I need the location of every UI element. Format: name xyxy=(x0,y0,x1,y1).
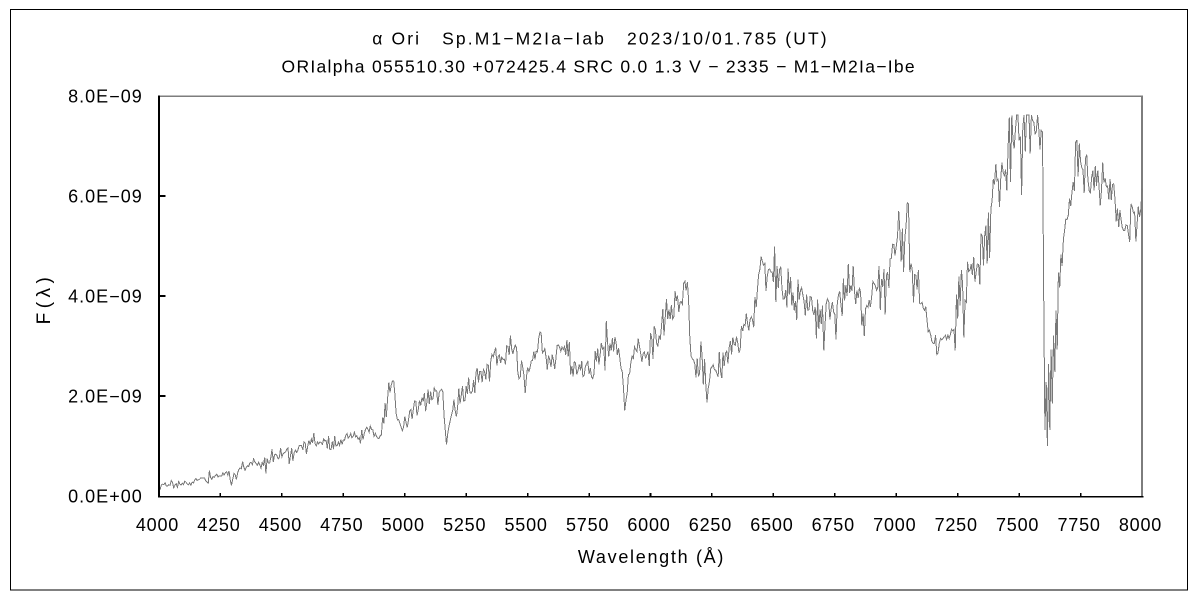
svg-text:5250: 5250 xyxy=(443,515,486,535)
svg-text:6.0E−09: 6.0E−09 xyxy=(68,187,143,207)
svg-text:6750: 6750 xyxy=(812,515,855,535)
svg-text:4000: 4000 xyxy=(136,515,179,535)
svg-text:F(λ): F(λ) xyxy=(34,273,55,325)
svg-text:4750: 4750 xyxy=(320,515,363,535)
svg-text:6000: 6000 xyxy=(627,515,670,535)
svg-text:4250: 4250 xyxy=(197,515,240,535)
svg-text:5000: 5000 xyxy=(382,515,425,535)
svg-text:5500: 5500 xyxy=(504,515,547,535)
svg-text:8000: 8000 xyxy=(1119,515,1162,535)
svg-text:2.0E−09: 2.0E−09 xyxy=(68,387,143,407)
svg-text:7750: 7750 xyxy=(1057,515,1100,535)
svg-text:6500: 6500 xyxy=(750,515,793,535)
svg-text:6250: 6250 xyxy=(689,515,732,535)
svg-text:5750: 5750 xyxy=(566,515,609,535)
svg-text:4500: 4500 xyxy=(259,515,302,535)
svg-text:4.0E−09: 4.0E−09 xyxy=(68,287,143,307)
svg-text:7250: 7250 xyxy=(935,515,978,535)
svg-text:7000: 7000 xyxy=(873,515,916,535)
svg-text:α Ori Sp.M1−M2Ia−Iab 2023/: α Ori Sp.M1−M2Ia−Iab 2023/10/01.785 (UT) xyxy=(372,28,829,48)
svg-text:ORIalpha 055510.30 +072425.4 S: ORIalpha 055510.30 +072425.4 SRC 0.0 1.3… xyxy=(282,57,916,77)
svg-text:7500: 7500 xyxy=(996,515,1039,535)
svg-text:8.0E−09: 8.0E−09 xyxy=(68,87,143,107)
svg-text:0.0E+00: 0.0E+00 xyxy=(68,487,143,507)
svg-text:Wavelength (Å): Wavelength (Å) xyxy=(578,547,725,567)
